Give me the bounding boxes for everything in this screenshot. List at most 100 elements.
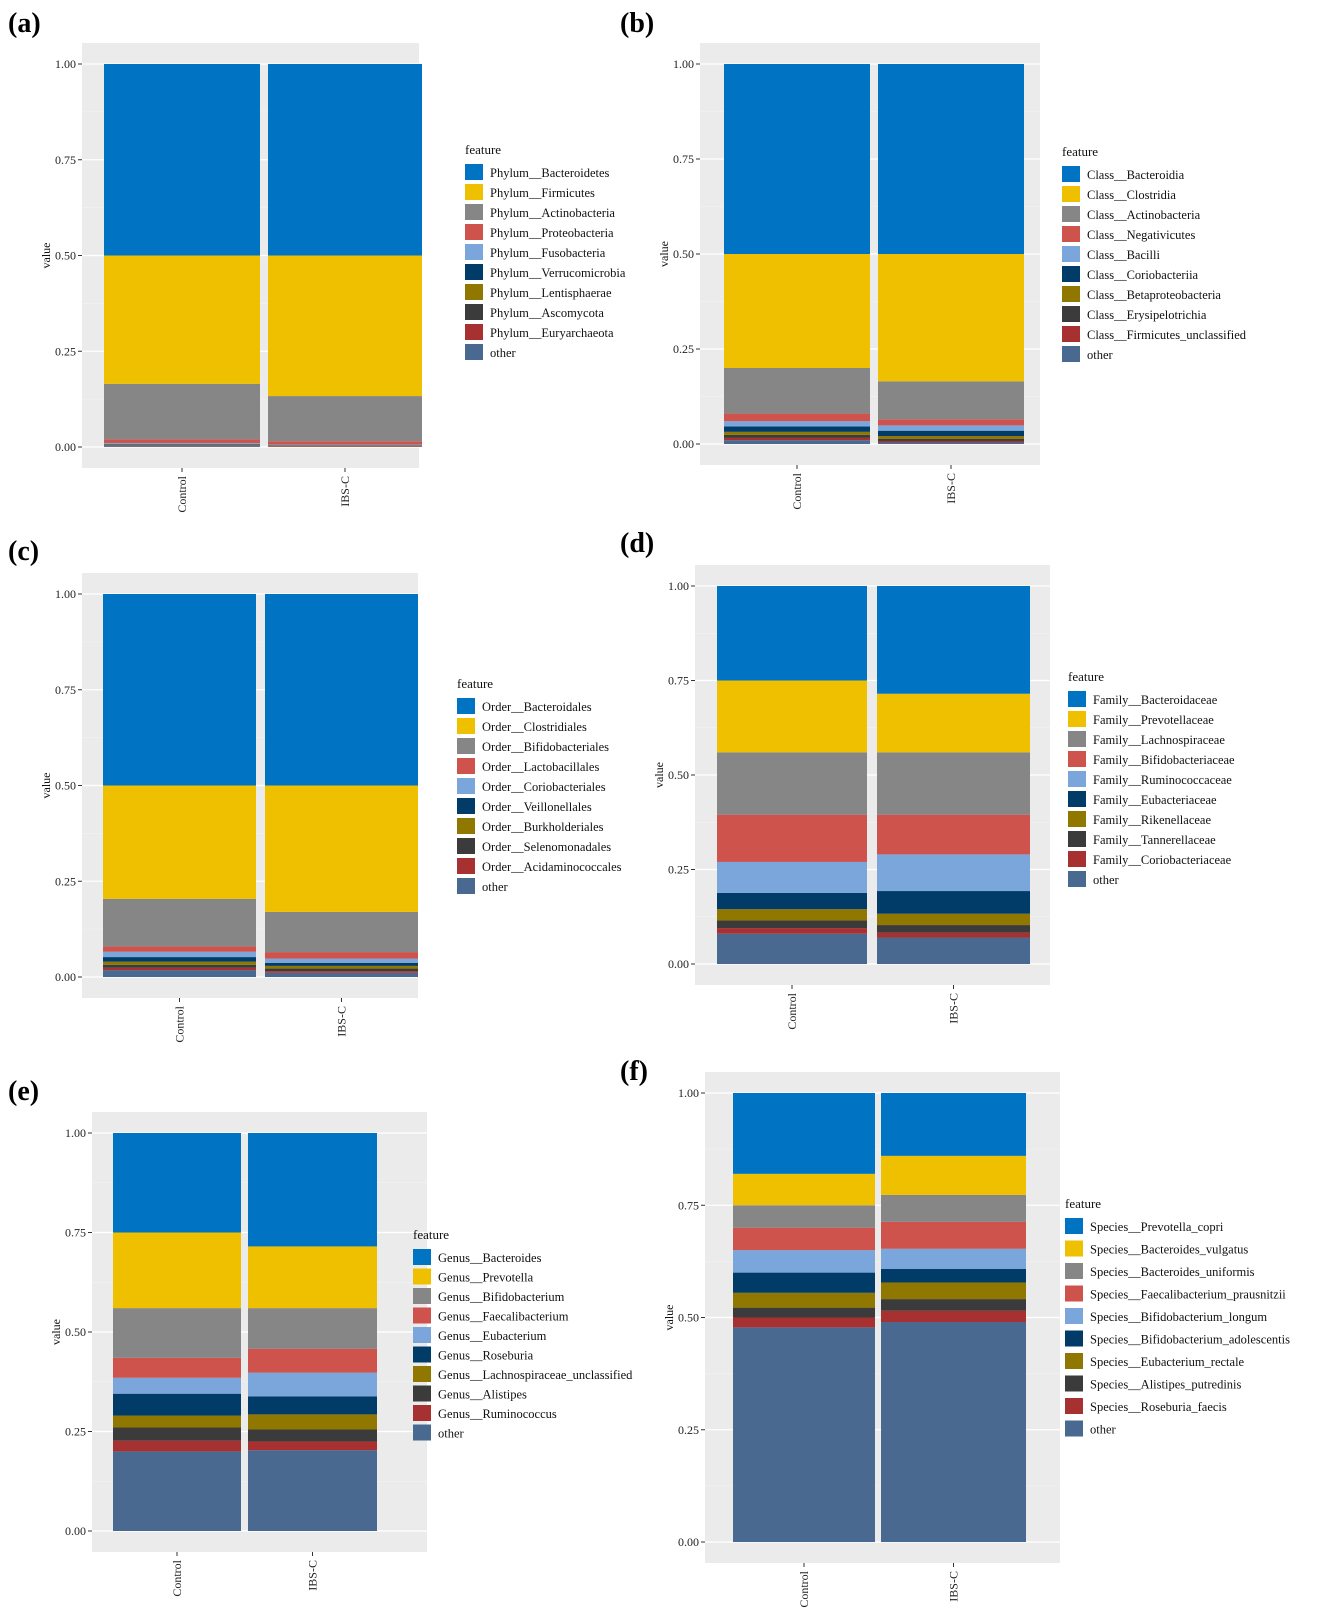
bar-segment bbox=[877, 937, 1030, 964]
bar-segment bbox=[103, 961, 256, 965]
legend-swatch bbox=[1068, 831, 1086, 847]
bar-segment bbox=[103, 898, 256, 947]
legend-swatch bbox=[1068, 791, 1086, 807]
bar-segment bbox=[103, 964, 256, 968]
bar-segment bbox=[881, 1299, 1026, 1311]
bar-segment bbox=[268, 255, 422, 397]
legend-label: Order__Clostridiales bbox=[482, 720, 587, 734]
legend-swatch bbox=[1068, 811, 1086, 827]
legend-swatch bbox=[1068, 751, 1086, 767]
legend-label: Order__Acidaminococcales bbox=[482, 860, 622, 874]
y-tick-label: 0.00 bbox=[55, 440, 76, 454]
y-tick-label: 1.00 bbox=[678, 1086, 699, 1100]
legend-title: feature bbox=[413, 1227, 449, 1242]
legend-swatch bbox=[457, 838, 475, 854]
legend-label: Phylum__Verrucomicrobia bbox=[490, 266, 626, 280]
y-tick-label: 0.00 bbox=[65, 1524, 86, 1538]
bar-segment bbox=[265, 962, 418, 966]
legend-label: Family__Prevotellaceae bbox=[1093, 713, 1214, 727]
bar-segment bbox=[717, 933, 867, 964]
legend-swatch bbox=[413, 1366, 431, 1382]
legend-label: Order__Veillonellales bbox=[482, 800, 592, 814]
legend-swatch bbox=[413, 1307, 431, 1324]
legend-label: other bbox=[482, 880, 509, 894]
legend-label: Class__Erysipelotrichia bbox=[1087, 308, 1207, 322]
legend-swatch bbox=[465, 204, 483, 220]
x-tick-label: IBS-C bbox=[947, 1571, 961, 1602]
bar-segment bbox=[881, 1155, 1026, 1195]
legend-label: Species__Bacteroides_vulgatus bbox=[1090, 1243, 1248, 1257]
panel-c: (c) 0.00 0.25 0.50 0.75 1.00 Control IBS-C value… bbox=[8, 536, 622, 1043]
bar-segment bbox=[113, 1427, 241, 1441]
legend-swatch bbox=[457, 698, 475, 714]
bar-segment bbox=[881, 1248, 1026, 1270]
bar-segment bbox=[881, 1194, 1026, 1222]
legend-label: other bbox=[490, 346, 517, 360]
legend-label: Class__Betaproteobacteria bbox=[1087, 288, 1221, 302]
bar-segment bbox=[881, 1310, 1026, 1322]
legend-swatch bbox=[413, 1327, 431, 1343]
legend-label: Order__Burkholderiales bbox=[482, 820, 604, 834]
bar-segment bbox=[113, 1377, 241, 1394]
x-tick-label: IBS-C bbox=[338, 476, 352, 507]
bar-segment bbox=[733, 1307, 875, 1318]
bar-segment bbox=[717, 861, 867, 893]
bar-segment bbox=[877, 752, 1030, 815]
legend-swatch bbox=[1062, 266, 1080, 282]
bar-segment bbox=[878, 381, 1024, 420]
bar-segment bbox=[103, 970, 256, 977]
y-tick-label: 0.25 bbox=[673, 342, 694, 356]
legend-label: Genus__Bacteroides bbox=[438, 1251, 542, 1265]
legend-label: Species__Prevotella_copri bbox=[1090, 1220, 1224, 1234]
panel-label: (b) bbox=[620, 8, 654, 39]
bar-segment bbox=[881, 1221, 1026, 1249]
legend-title: feature bbox=[1068, 669, 1104, 684]
bar-segment bbox=[733, 1317, 875, 1328]
y-tick-label: 0.50 bbox=[678, 1311, 699, 1325]
legend-label: Genus__Lachnospiraceae_unclassified bbox=[438, 1368, 633, 1382]
legend-label: Species__Eubacterium_rectale bbox=[1090, 1355, 1245, 1369]
bar-segment bbox=[113, 1357, 241, 1378]
bar-segment bbox=[717, 680, 867, 753]
legend-label: Genus__Prevotella bbox=[438, 1271, 534, 1285]
legend-swatch bbox=[465, 344, 483, 360]
bar-segment bbox=[877, 854, 1030, 892]
x-tick-label: Control bbox=[797, 1570, 811, 1607]
bar-segment bbox=[265, 911, 418, 953]
bar-segment bbox=[265, 972, 418, 977]
legend-label: other bbox=[1093, 873, 1120, 887]
bar-segment bbox=[113, 1232, 241, 1309]
bar-segment bbox=[104, 255, 260, 384]
legend-swatch bbox=[413, 1268, 431, 1285]
legend-swatch bbox=[1065, 1308, 1083, 1324]
legend-label: Species__Bifidobacterium_adolescentis bbox=[1090, 1333, 1290, 1347]
bar-segment bbox=[881, 1093, 1026, 1156]
bar-segment bbox=[877, 693, 1030, 753]
bar-segment bbox=[878, 425, 1024, 431]
bar-segment bbox=[724, 426, 870, 432]
bar-segment bbox=[878, 64, 1024, 254]
legend-label: Family__Coriobacteriaceae bbox=[1093, 853, 1232, 867]
bar-segment bbox=[104, 64, 260, 256]
bar-segment bbox=[265, 958, 418, 963]
legend-swatch bbox=[1062, 346, 1080, 362]
y-tick-label: 0.75 bbox=[673, 152, 694, 166]
y-tick-label: 0.00 bbox=[678, 1535, 699, 1549]
legend-label: Class__Bacteroidia bbox=[1087, 168, 1185, 182]
legend-label: Class__Negativicutes bbox=[1087, 228, 1195, 242]
y-tick-label: 0.75 bbox=[55, 683, 76, 697]
legend-label: Family__Ruminococcaceae bbox=[1093, 773, 1232, 787]
bar-segment bbox=[717, 928, 867, 934]
bar-segment bbox=[724, 437, 870, 441]
legend-label: Phylum__Firmicutes bbox=[490, 186, 595, 200]
bar-segment bbox=[878, 442, 1024, 444]
bar-segment bbox=[733, 1093, 875, 1174]
legend-swatch bbox=[1068, 691, 1086, 707]
bar-segment bbox=[733, 1272, 875, 1293]
y-tick-label: 0.25 bbox=[55, 874, 76, 888]
y-tick-label: 1.00 bbox=[55, 57, 76, 71]
bar-segment bbox=[248, 1308, 377, 1349]
bar-segment bbox=[733, 1250, 875, 1273]
bar-segment bbox=[877, 814, 1030, 855]
